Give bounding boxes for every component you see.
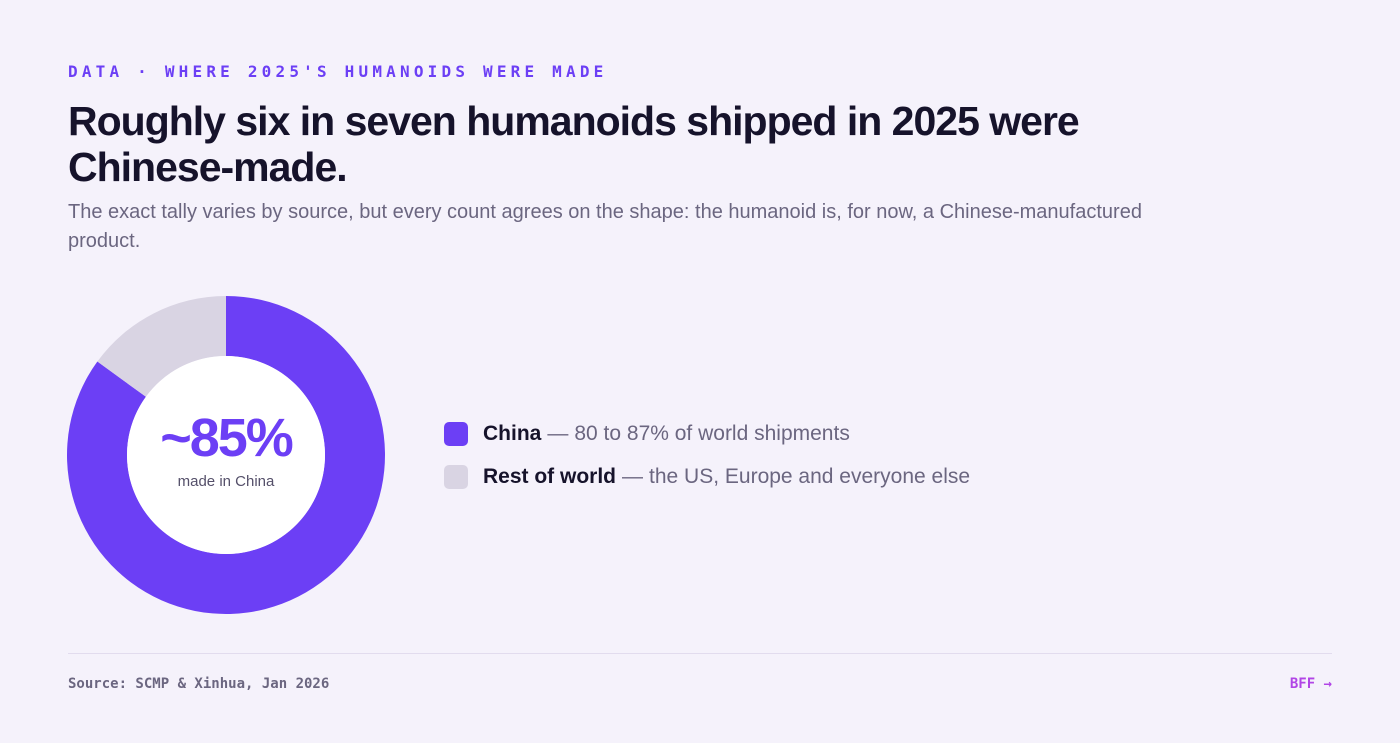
legend-name: Rest of world [483, 465, 617, 488]
legend-separator: — [622, 465, 644, 488]
legend-item-china: China — 80 to 87% of world shipments [444, 420, 970, 448]
brand-link[interactable]: BFF → [1289, 676, 1332, 692]
footer-divider [68, 653, 1332, 654]
headline: Roughly six in seven humanoids shipped i… [68, 98, 1080, 190]
donut-hole [127, 356, 325, 554]
legend-item-rest-of-world: Rest of world — the US, Europe and every… [444, 463, 970, 491]
legend-description: 80 to 87% of world shipments [574, 422, 850, 445]
donut-svg [66, 296, 385, 614]
legend-name: China [483, 422, 542, 445]
legend: China — 80 to 87% of world shipments Res… [444, 420, 970, 506]
legend-swatch-china [444, 422, 468, 446]
subheadline: The exact tally varies by source, but ev… [68, 201, 1142, 252]
legend-separator: — [547, 422, 569, 445]
donut-chart: ~85% made in China [66, 295, 386, 615]
legend-swatch-rest-of-world [444, 465, 468, 489]
kicker: DATA · WHERE 2025'S HUMANOIDS WERE MADE [68, 62, 608, 81]
source-note: Source: SCMP & Xinhua, Jan 2026 [68, 676, 330, 692]
donut-slice-rest-of-world [97, 296, 226, 397]
donut-slice-china [66, 296, 385, 614]
legend-description: the US, Europe and everyone else [649, 465, 971, 488]
